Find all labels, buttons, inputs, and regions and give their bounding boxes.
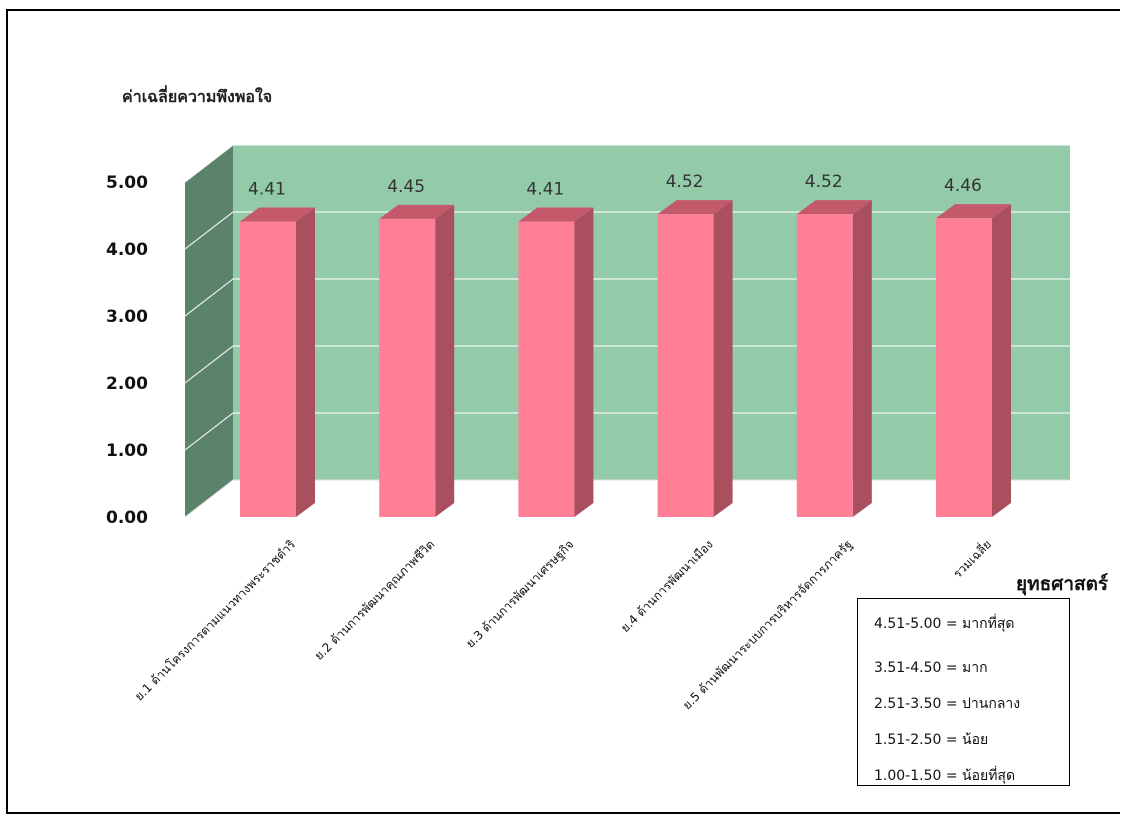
y-tick-label: 3.00 — [106, 307, 148, 327]
bar-top — [240, 207, 315, 222]
x-tick-label: ย.2 ด้านการพัฒนาคุณภาพชีวิต — [312, 537, 438, 663]
x-axis-title: ยุทธศาสตร์ — [1016, 573, 1109, 596]
x-tick-label: ย.5 ด้านพัฒนาระบบการบริหารจัดการภาครัฐ — [680, 537, 855, 712]
bar-side — [713, 200, 733, 517]
legend-item: 2.51-3.50 = ปานกลาง — [874, 696, 1021, 712]
gridline — [184, 211, 1070, 250]
data-label: 4.41 — [248, 180, 286, 200]
y-tick-label: 5.00 — [106, 173, 148, 193]
bar-front — [240, 221, 296, 517]
x-tick-label: ย.4 ด้านการพัฒนาเมือง — [618, 537, 716, 635]
bar-side — [574, 207, 594, 517]
data-label: 4.41 — [526, 180, 564, 200]
bar — [518, 207, 594, 517]
legend-item: 1.00-1.50 = น้อยที่สุด — [874, 768, 1016, 784]
x-tick-label: รวมเฉลี่ย — [949, 536, 994, 581]
gridline — [184, 278, 1070, 317]
legend-item: 4.51-5.00 = มากที่สุด — [874, 616, 1015, 632]
bar — [240, 207, 315, 517]
scale-legend: 4.51-5.00 = มากที่สุด 3.51-4.50 = มาก 2.… — [857, 598, 1070, 786]
bar-top — [518, 207, 594, 222]
gridlines — [184, 144, 1070, 518]
bar-top — [657, 200, 733, 215]
bar-side — [296, 207, 315, 517]
bar-top — [936, 204, 1011, 219]
data-label: 4.52 — [805, 172, 843, 192]
bar-front — [936, 218, 992, 517]
legend-item: 3.51-4.50 = มาก — [874, 660, 988, 676]
y-axis-label: ค่าเฉลี่ยความพึงพอใจ — [122, 85, 272, 106]
bars — [240, 200, 1011, 517]
bar-side — [852, 200, 872, 517]
data-label: 4.46 — [944, 176, 982, 196]
y-tick-label: 4.00 — [106, 240, 148, 260]
y-tick-label: 0.00 — [106, 508, 148, 528]
gridline — [184, 345, 1070, 384]
bar-front — [518, 221, 575, 517]
x-tick-label: ย.3 ด้านการพัฒนาเศรษฐกิจ — [463, 537, 576, 650]
bar — [379, 204, 455, 517]
side-wall — [185, 145, 233, 517]
bar — [657, 200, 733, 517]
gridline — [184, 412, 1070, 451]
y-tick-label: 2.00 — [106, 374, 148, 394]
bar-top — [796, 200, 872, 215]
legend-item: 1.51-2.50 = น้อย — [874, 732, 989, 748]
y-tick-label: 1.00 — [106, 441, 148, 461]
bar-front — [657, 214, 714, 517]
chart-frame — [6, 9, 1120, 814]
bar-front — [796, 214, 853, 517]
x-tick-label: ย.1 ด้านโครงการตามแนวทางพระราชดำริ — [132, 537, 299, 704]
bar-side — [992, 204, 1011, 517]
data-label: 4.45 — [387, 177, 425, 197]
y-axis-ticks: 0.00 1.00 2.00 3.00 4.00 5.00 — [106, 173, 148, 528]
floor-line — [184, 479, 1070, 518]
bar-side — [435, 204, 455, 517]
data-label: 4.52 — [666, 172, 704, 192]
bar — [936, 204, 1011, 517]
bar — [796, 200, 872, 517]
bar-front — [379, 218, 436, 517]
gridline — [184, 144, 1070, 183]
bar-top — [379, 204, 455, 219]
data-labels: 4.41 4.45 4.41 4.52 4.52 4.46 — [248, 172, 982, 199]
